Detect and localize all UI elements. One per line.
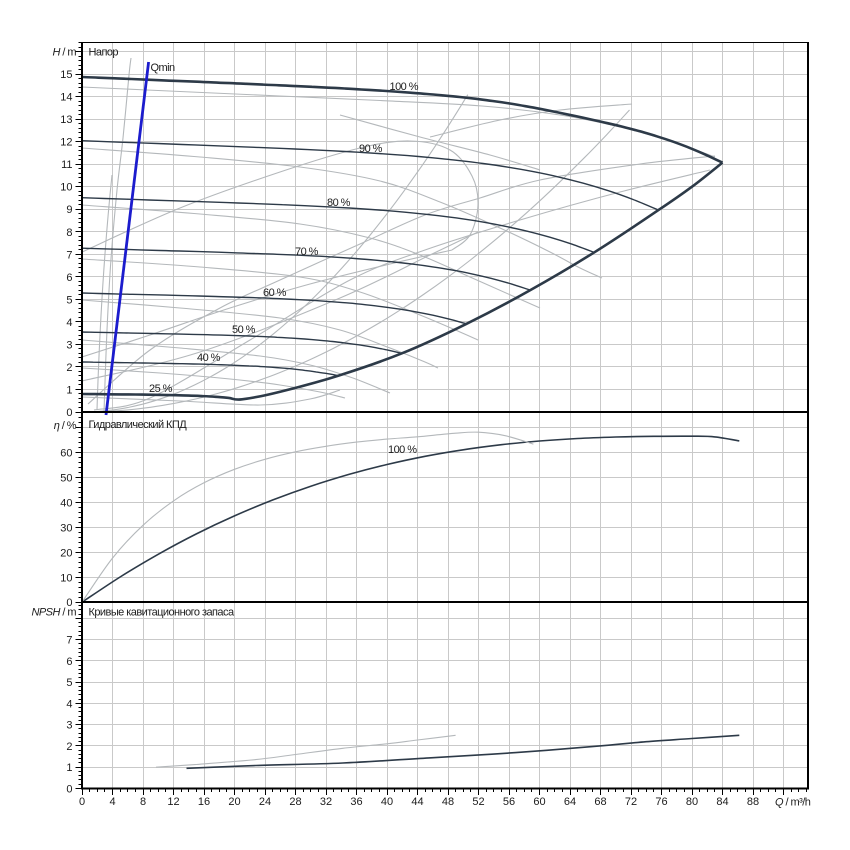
svg-text:3: 3 — [66, 339, 72, 351]
svg-text:25 %: 25 % — [149, 383, 173, 395]
svg-text:60: 60 — [60, 448, 72, 460]
svg-text:12: 12 — [167, 796, 179, 808]
svg-text:8: 8 — [140, 796, 146, 808]
svg-text:16: 16 — [198, 796, 210, 808]
svg-text:50 %: 50 % — [232, 324, 256, 336]
svg-text:40 %: 40 % — [197, 352, 221, 364]
svg-text:Гидравлический КПД: Гидравлический КПД — [89, 419, 188, 431]
svg-text:80 %: 80 % — [327, 197, 351, 209]
svg-text:76: 76 — [655, 796, 667, 808]
svg-text:14: 14 — [60, 92, 72, 104]
svg-text:40: 40 — [60, 498, 72, 510]
svg-text:12: 12 — [60, 137, 72, 149]
svg-text:68: 68 — [594, 796, 606, 808]
svg-text:4: 4 — [66, 317, 72, 329]
svg-text:30: 30 — [60, 522, 72, 534]
svg-text:90 %: 90 % — [359, 143, 383, 155]
svg-text:NPSH / m: NPSH / m — [31, 607, 76, 619]
svg-text:48: 48 — [442, 796, 454, 808]
svg-text:64: 64 — [564, 796, 576, 808]
svg-text:60 %: 60 % — [263, 287, 287, 299]
svg-text:56: 56 — [503, 796, 515, 808]
svg-text:13: 13 — [60, 114, 72, 126]
svg-text:6: 6 — [66, 272, 72, 284]
svg-text:Q / m³/h: Q / m³/h — [775, 797, 811, 809]
svg-text:2: 2 — [66, 362, 72, 374]
svg-text:Кривые кавитационного запаса: Кривые кавитационного запаса — [89, 607, 235, 619]
svg-text:28: 28 — [289, 796, 301, 808]
svg-text:7: 7 — [66, 249, 72, 261]
svg-text:Напор: Напор — [89, 47, 119, 59]
svg-text:0: 0 — [66, 597, 72, 609]
svg-text:Qmin: Qmin — [151, 62, 176, 74]
svg-text:7: 7 — [66, 635, 72, 647]
svg-text:32: 32 — [320, 796, 332, 808]
svg-text:80: 80 — [686, 796, 698, 808]
svg-text:10: 10 — [60, 572, 72, 584]
svg-text:11: 11 — [61, 159, 72, 171]
svg-text:4: 4 — [109, 796, 115, 808]
svg-text:8: 8 — [66, 227, 72, 239]
svg-text:20: 20 — [228, 796, 240, 808]
svg-text:5: 5 — [66, 677, 72, 689]
svg-text:52: 52 — [472, 796, 484, 808]
svg-text:2: 2 — [66, 741, 72, 753]
svg-text:88: 88 — [747, 796, 759, 808]
svg-text:60: 60 — [533, 796, 545, 808]
svg-text:100 %: 100 % — [388, 444, 417, 456]
svg-text:20: 20 — [60, 547, 72, 559]
svg-text:9: 9 — [66, 204, 72, 216]
svg-text:70 %: 70 % — [295, 246, 319, 258]
svg-text:3: 3 — [66, 720, 72, 732]
svg-text:44: 44 — [411, 796, 423, 808]
svg-text:50: 50 — [60, 473, 72, 485]
svg-text:100 %: 100 % — [390, 81, 419, 93]
svg-text:15: 15 — [60, 69, 72, 81]
svg-text:1: 1 — [66, 385, 72, 397]
svg-text:0: 0 — [66, 407, 72, 419]
svg-text:84: 84 — [716, 796, 728, 808]
svg-text:72: 72 — [625, 796, 637, 808]
svg-text:24: 24 — [259, 796, 271, 808]
svg-text:H / m: H / m — [52, 47, 76, 59]
svg-text:10: 10 — [60, 182, 72, 194]
svg-text:36: 36 — [350, 796, 362, 808]
svg-text:6: 6 — [66, 656, 72, 668]
svg-text:η / %: η / % — [54, 420, 77, 432]
svg-text:0: 0 — [66, 784, 72, 796]
svg-text:40: 40 — [381, 796, 393, 808]
svg-text:1: 1 — [66, 762, 72, 774]
svg-text:0: 0 — [79, 796, 85, 808]
svg-text:4: 4 — [66, 698, 72, 710]
svg-text:5: 5 — [66, 294, 72, 306]
